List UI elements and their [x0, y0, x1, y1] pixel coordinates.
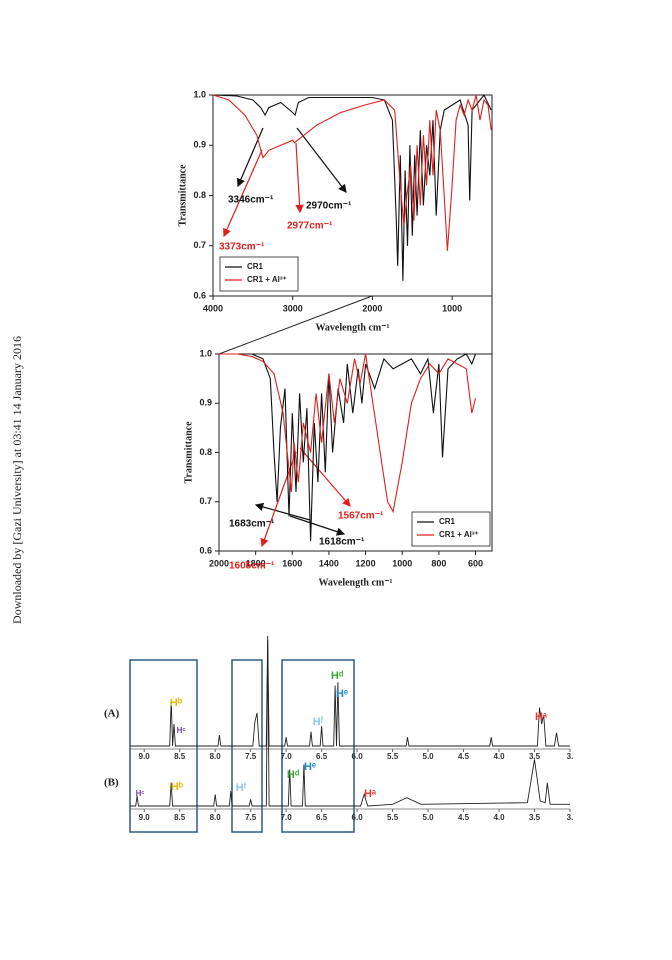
x-tick-label: 4.0	[493, 752, 505, 761]
x-tick-label: 3.5	[529, 752, 541, 761]
y-tick-label: 0.6	[193, 290, 206, 300]
legend-label: CR1	[247, 262, 264, 271]
x-tick-label: 9.0	[139, 752, 151, 761]
legend-label: CR1 + Al³⁺	[247, 275, 287, 284]
x-tick-label: 1400	[319, 558, 339, 568]
arrow	[289, 515, 346, 536]
peak-label: Hᵈ	[287, 769, 300, 781]
legend-box	[411, 511, 491, 547]
legend-label: CR1 + Al³⁺	[439, 530, 479, 539]
annotation: 2970cm⁻¹	[306, 201, 352, 212]
x-tick-label: 2000	[362, 303, 382, 313]
y-tick-label: 0.9	[193, 140, 206, 150]
x-tick-label: 3.5	[529, 813, 541, 822]
series-label: (A)	[104, 708, 120, 720]
x-tick-label: 1000	[392, 558, 412, 568]
x-tick-label: 7.0	[281, 813, 293, 822]
spectrum-line	[219, 353, 477, 542]
arrow	[296, 127, 347, 193]
x-tick-label: 6.0	[352, 752, 364, 761]
x-tick-label: 4.5	[458, 752, 470, 761]
y-tick-label: 0.8	[199, 447, 212, 457]
spectrum-line	[130, 639, 570, 807]
peak-label: Hᵉ	[304, 761, 316, 773]
x-tick-label: 8.0	[210, 813, 222, 822]
side-note: Downloaded by [Gazi University] at 03:41…	[10, 336, 24, 624]
arrow	[295, 142, 304, 214]
zoom-line	[218, 295, 373, 355]
annotation: 1567cm⁻¹	[338, 511, 384, 522]
x-tick-label: 1000	[442, 303, 462, 313]
x-axis-title: Wavelength cm⁻¹	[318, 577, 392, 588]
legend-box	[219, 256, 299, 292]
peak-label: Hᵇ	[171, 781, 184, 793]
peak-label: Hᵃ	[535, 711, 548, 723]
x-tick-label: 4.5	[458, 813, 470, 822]
peak-label: Hᶜ	[177, 726, 186, 735]
annotation: 1683cm⁻¹	[229, 519, 275, 530]
peak-label: Hᶠ	[313, 716, 324, 728]
arrow	[223, 149, 263, 238]
x-tick-label: 6.5	[316, 752, 328, 761]
x-tick-label: 1800	[246, 558, 266, 568]
spectrum-line	[212, 93, 492, 281]
peak-label: Hᵃ	[364, 788, 377, 800]
x-tick-label: 7.5	[245, 813, 257, 822]
x-axis-title: Wavelength cm⁻¹	[315, 322, 389, 333]
annotation: 1605cm⁻¹	[229, 561, 275, 572]
x-tick-label: 5.5	[387, 813, 399, 822]
legend-label: CR1	[439, 517, 456, 526]
x-tick-label: 7.5	[245, 752, 257, 761]
x-tick-label: 4000	[203, 303, 223, 313]
series-label: (B)	[104, 777, 119, 789]
x-tick-label: 6.0	[352, 813, 364, 822]
y-axis-title: Transmittance	[183, 421, 194, 484]
x-tick-label: 800	[431, 558, 446, 568]
x-tick-label: 7.0	[281, 752, 293, 761]
x-tick-label: 5.0	[423, 813, 435, 822]
peak-label: Hᶠ	[236, 782, 247, 794]
y-tick-label: 1.0	[193, 89, 206, 99]
y-tick-label: 0.7	[199, 496, 212, 506]
x-tick-label: 8.5	[174, 813, 186, 822]
y-tick-label: 0.7	[193, 240, 206, 250]
arrow	[236, 127, 264, 188]
x-tick-label: 4.0	[493, 813, 505, 822]
spectrum-line	[130, 635, 570, 747]
x-tick-label: 1600	[282, 558, 302, 568]
peak-label: Hᵈ	[331, 670, 344, 682]
y-tick-label: 0.6	[199, 545, 212, 555]
x-tick-label: 9.0	[139, 813, 151, 822]
peak-label: Hᵉ	[336, 688, 348, 700]
y-axis-title: Transmittance	[177, 164, 188, 227]
x-tick-label: 600	[468, 558, 483, 568]
x-tick-label: 3.	[567, 752, 574, 761]
y-tick-label: 1.0	[199, 348, 212, 358]
annotation: 1618cm⁻¹	[319, 537, 365, 548]
annotation: 3373cm⁻¹	[219, 242, 265, 253]
x-tick-label: 5.0	[423, 752, 435, 761]
x-tick-label: 8.0	[210, 752, 222, 761]
peak-label: Hᵇ	[170, 697, 183, 709]
y-tick-label: 0.9	[199, 398, 212, 408]
peak-label: Hᶜ	[136, 789, 145, 798]
spectrum-line	[212, 94, 492, 251]
annotation: 2977cm⁻¹	[287, 221, 333, 232]
x-tick-label: 6.5	[316, 813, 328, 822]
spectrum-line	[219, 353, 477, 514]
x-tick-label: 5.5	[387, 752, 399, 761]
annotation: 3346cm⁻¹	[228, 195, 274, 206]
x-tick-label: 3000	[283, 303, 303, 313]
x-tick-label: 2000	[209, 558, 229, 568]
x-tick-label: 8.5	[174, 752, 186, 761]
y-tick-label: 0.8	[193, 190, 206, 200]
x-tick-label: 3.	[567, 813, 574, 822]
x-tick-label: 1200	[356, 558, 376, 568]
arrow	[254, 502, 311, 521]
